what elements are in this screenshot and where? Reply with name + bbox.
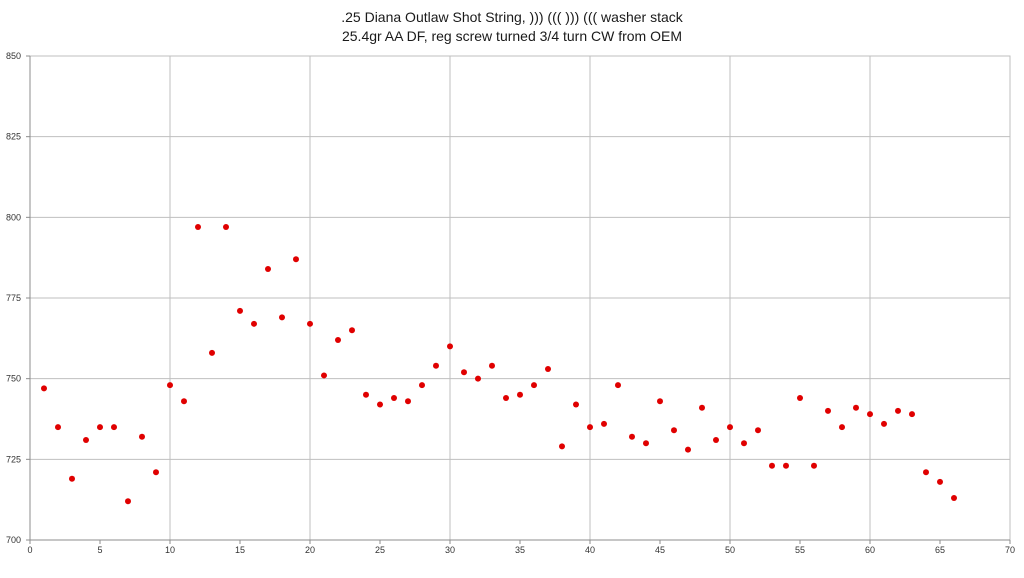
- data-point: [671, 427, 677, 434]
- data-point: [895, 407, 901, 414]
- x-tick-labels: 0 5 10 15 20 25 30 35 40 45 50 55 60 65 70: [27, 545, 1015, 555]
- x-tick-label: 45: [655, 545, 665, 555]
- data-point: [111, 424, 117, 431]
- data-point: [713, 436, 719, 443]
- data-point: [97, 424, 103, 431]
- data-point: [69, 475, 75, 482]
- data-point: [573, 401, 579, 408]
- x-tick-label: 10: [165, 545, 175, 555]
- x-tick-label: 35: [515, 545, 525, 555]
- x-tick-label: 65: [935, 545, 945, 555]
- data-point: [601, 420, 607, 427]
- data-point: [951, 495, 957, 502]
- data-point: [223, 224, 229, 231]
- data-point: [503, 395, 509, 402]
- data-point: [629, 433, 635, 440]
- data-point: [335, 336, 341, 343]
- data-point: [433, 362, 439, 369]
- data-point: [741, 440, 747, 447]
- chart-title: .25 Diana Outlaw Shot String, ))) ((( ))…: [341, 9, 683, 25]
- data-point: [391, 395, 397, 402]
- y-tick-labels: 700 725 750 775 800 825 850: [6, 51, 21, 545]
- data-point: [139, 433, 145, 440]
- axes: [26, 55, 1011, 544]
- data-point: [867, 411, 873, 418]
- data-point: [545, 365, 551, 372]
- data-point: [685, 446, 691, 453]
- x-tick-label: 50: [725, 545, 735, 555]
- data-point: [937, 478, 943, 485]
- data-point: [125, 498, 131, 505]
- grid-lines: [30, 55, 1010, 540]
- data-point: [755, 427, 761, 434]
- y-tick-label: 850: [6, 51, 21, 61]
- data-point: [517, 391, 523, 398]
- data-point: [615, 382, 621, 389]
- data-point: [363, 391, 369, 398]
- data-point: [475, 375, 481, 382]
- data-point: [349, 327, 355, 334]
- data-points: [41, 224, 957, 505]
- data-point: [279, 314, 285, 321]
- data-point: [237, 307, 243, 314]
- data-point: [293, 256, 299, 263]
- data-point: [909, 411, 915, 418]
- chart-subtitle: 25.4gr AA DF, reg screw turned 3/4 turn …: [341, 28, 682, 44]
- data-point: [321, 372, 327, 379]
- data-point: [559, 443, 565, 450]
- data-point: [769, 462, 775, 469]
- x-tick-label: 55: [795, 545, 805, 555]
- data-point: [699, 404, 705, 411]
- data-point: [41, 385, 47, 392]
- data-point: [531, 382, 537, 389]
- data-point: [209, 349, 215, 356]
- data-point: [55, 424, 61, 431]
- data-point: [377, 401, 383, 408]
- data-point: [657, 398, 663, 405]
- data-point: [265, 265, 271, 272]
- data-point: [461, 369, 467, 376]
- data-point: [923, 469, 929, 476]
- x-tick-label: 15: [235, 545, 245, 555]
- data-point: [489, 362, 495, 369]
- y-tick-label: 775: [6, 293, 21, 303]
- data-point: [153, 469, 159, 476]
- chart-title-block: .25 Diana Outlaw Shot String, ))) ((( ))…: [0, 8, 1024, 46]
- data-point: [853, 404, 859, 411]
- x-tick-label: 0: [27, 545, 32, 555]
- y-tick-label: 800: [6, 212, 21, 222]
- data-point: [307, 320, 313, 327]
- data-point: [727, 424, 733, 431]
- y-tick-label: 725: [6, 454, 21, 464]
- x-tick-label: 5: [97, 545, 102, 555]
- x-tick-label: 60: [865, 545, 875, 555]
- data-point: [181, 398, 187, 405]
- data-point: [587, 424, 593, 431]
- x-tick-label: 25: [375, 545, 385, 555]
- x-tick-label: 30: [445, 545, 455, 555]
- data-point: [419, 382, 425, 389]
- x-tick-label: 20: [305, 545, 315, 555]
- data-point: [783, 462, 789, 469]
- data-point: [643, 440, 649, 447]
- y-tick-label: 825: [6, 132, 21, 142]
- data-point: [251, 320, 257, 327]
- data-point: [195, 224, 201, 231]
- data-point: [797, 395, 803, 402]
- y-tick-label: 700: [6, 535, 21, 545]
- x-tick-label: 70: [1005, 545, 1015, 555]
- x-tick-label: 40: [585, 545, 595, 555]
- data-point: [83, 436, 89, 443]
- data-point: [811, 462, 817, 469]
- data-point: [881, 420, 887, 427]
- data-point: [167, 382, 173, 389]
- data-point: [405, 398, 411, 405]
- data-point: [839, 424, 845, 431]
- y-tick-label: 750: [6, 374, 21, 384]
- data-point: [447, 343, 453, 350]
- data-point: [825, 407, 831, 414]
